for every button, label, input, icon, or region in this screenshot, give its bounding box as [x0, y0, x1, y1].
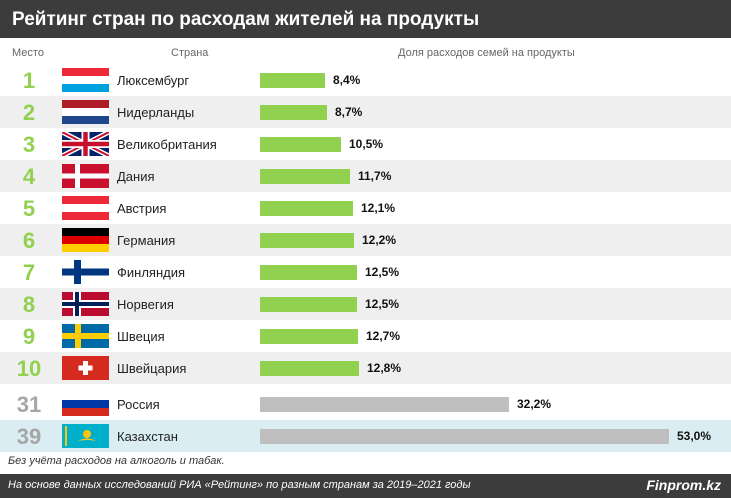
value-label: 12,2% [362, 233, 397, 247]
netherlands-flag-icon [62, 100, 109, 124]
chart-title: Рейтинг стран по расходам жителей на про… [12, 9, 480, 30]
table-row: 10 Швейцария 12,8% [0, 352, 731, 384]
uk-flag-icon [62, 132, 109, 156]
value-label: 12,5% [365, 265, 400, 279]
country-column-header: Страна [171, 47, 209, 59]
table-row: 1 Люксембург 8,4% [0, 64, 731, 96]
finland-flag-icon [62, 260, 109, 284]
russia-flag-icon [62, 392, 109, 416]
bar [260, 105, 327, 120]
country-name: Швейцария [117, 361, 187, 376]
country-name: Финляндия [117, 265, 186, 280]
bar [260, 201, 353, 216]
value-label: 53,0% [677, 429, 712, 443]
table-row: 8 Норвегия 12,5% [0, 288, 731, 320]
luxembourg-flag-icon [62, 68, 109, 92]
rank-label: 1 [22, 68, 36, 93]
source-note: На основе данных исследований РИА «Рейти… [8, 479, 471, 491]
denmark-flag-icon [62, 164, 109, 188]
sweden-flag-icon [62, 324, 109, 348]
table-row: 7 Финляндия 12,5% [0, 256, 731, 288]
country-name: Казахстан [117, 429, 178, 444]
table-row: 3 Великобритания 10,5% [0, 128, 731, 160]
bar [260, 137, 341, 152]
share-column-header: Доля расходов семей на продукты [398, 47, 575, 59]
footer-bar: На основе данных исследований РИА «Рейти… [0, 474, 731, 498]
rank-label: 31 [16, 392, 42, 417]
value-label: 32,2% [517, 397, 552, 411]
bar [260, 233, 354, 248]
country-name: Норвегия [117, 297, 174, 312]
bar [260, 265, 357, 280]
table-row: 39 Казахстан 53,0% [0, 420, 731, 452]
rank-label: 8 [22, 292, 36, 317]
value-label: 12,8% [367, 361, 402, 375]
rank-label: 7 [22, 260, 36, 285]
table-row: 4 Дания 11,7% [0, 160, 731, 192]
rank-label: 5 [22, 196, 36, 221]
country-name: Германия [117, 233, 176, 248]
country-name: Россия [117, 397, 160, 412]
country-name: Нидерланды [117, 105, 195, 120]
rank-label: 4 [22, 164, 36, 189]
bar [260, 297, 357, 312]
switzerland-flag-icon [62, 356, 109, 380]
bar [260, 361, 359, 376]
rank-label: 3 [22, 132, 36, 157]
country-name: Люксембург [117, 73, 190, 88]
bar [260, 429, 669, 444]
value-label: 12,5% [365, 297, 400, 311]
value-label: 8,7% [335, 105, 363, 119]
bar [260, 397, 509, 412]
norway-flag-icon [62, 292, 109, 316]
table-row: 6 Германия 12,2% [0, 224, 731, 256]
bar [260, 73, 325, 88]
header-bar: Рейтинг стран по расходам жителей на про… [0, 0, 731, 38]
kazakhstan-flag-icon [62, 424, 109, 448]
rank-column-header: Место [12, 47, 44, 59]
value-label: 8,4% [333, 73, 361, 87]
footnote: Без учёта расходов на алкоголь и табак. [8, 455, 225, 467]
value-label: 12,1% [361, 201, 396, 215]
rank-label: 6 [22, 228, 36, 253]
country-name: Австрия [117, 201, 167, 216]
table-row: 31 Россия 32,2% [0, 388, 731, 420]
germany-flag-icon [62, 228, 109, 252]
bar [260, 329, 358, 344]
table-row: 5 Австрия 12,1% [0, 192, 731, 224]
value-label: 12,7% [366, 329, 401, 343]
table-row: 9 Швеция 12,7% [0, 320, 731, 352]
rank-label: 10 [16, 356, 42, 381]
rank-label: 9 [22, 324, 36, 349]
value-label: 10,5% [349, 137, 384, 151]
value-label: 11,7% [358, 169, 392, 183]
table-row: 2 Нидерланды 8,7% [0, 96, 731, 128]
country-name: Швеция [117, 329, 165, 344]
bar [260, 169, 350, 184]
austria-flag-icon [62, 196, 109, 220]
country-name: Дания [117, 169, 155, 184]
rank-label: 39 [16, 424, 42, 449]
rank-label: 2 [22, 100, 36, 125]
brand-logo: Finprom.kz [646, 477, 721, 493]
country-name: Великобритания [117, 137, 217, 152]
